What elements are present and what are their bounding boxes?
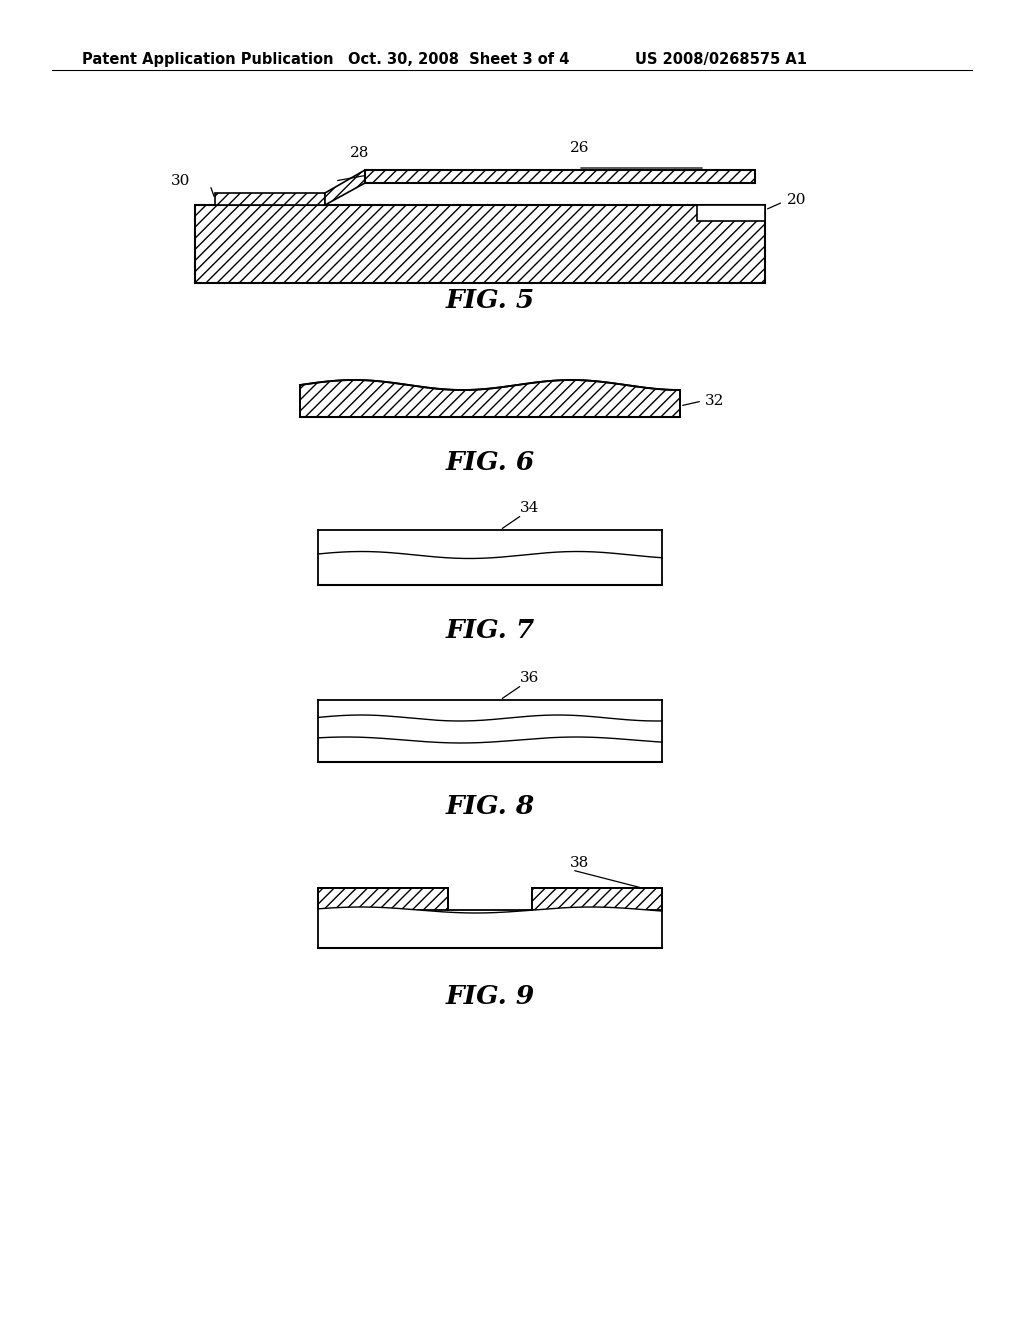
Text: 38: 38 (570, 855, 589, 870)
Polygon shape (365, 170, 755, 183)
Text: 28: 28 (350, 147, 370, 160)
Bar (697, 205, 765, 220)
Bar (195, 205, 765, 282)
Text: 34: 34 (520, 502, 540, 515)
Polygon shape (318, 531, 662, 558)
Text: 32: 32 (705, 393, 724, 408)
Polygon shape (318, 907, 662, 948)
Text: US 2008/0268575 A1: US 2008/0268575 A1 (635, 51, 807, 67)
Text: FIG. 8: FIG. 8 (445, 795, 535, 820)
Text: Oct. 30, 2008  Sheet 3 of 4: Oct. 30, 2008 Sheet 3 of 4 (348, 51, 569, 67)
Text: 30: 30 (171, 174, 190, 187)
Text: FIG. 6: FIG. 6 (445, 450, 535, 474)
Text: Patent Application Publication: Patent Application Publication (82, 51, 334, 67)
Polygon shape (318, 737, 662, 762)
Polygon shape (215, 193, 325, 205)
Polygon shape (318, 700, 662, 721)
Text: 20: 20 (787, 193, 807, 207)
Text: FIG. 5: FIG. 5 (445, 288, 535, 313)
Polygon shape (325, 170, 365, 205)
Text: 26: 26 (570, 141, 590, 154)
Text: FIG. 9: FIG. 9 (445, 983, 535, 1008)
Polygon shape (318, 715, 662, 743)
Polygon shape (318, 888, 449, 909)
Polygon shape (318, 552, 662, 585)
Text: FIG. 7: FIG. 7 (445, 618, 535, 643)
Polygon shape (532, 888, 662, 909)
Text: 36: 36 (520, 671, 540, 685)
Polygon shape (300, 380, 680, 417)
